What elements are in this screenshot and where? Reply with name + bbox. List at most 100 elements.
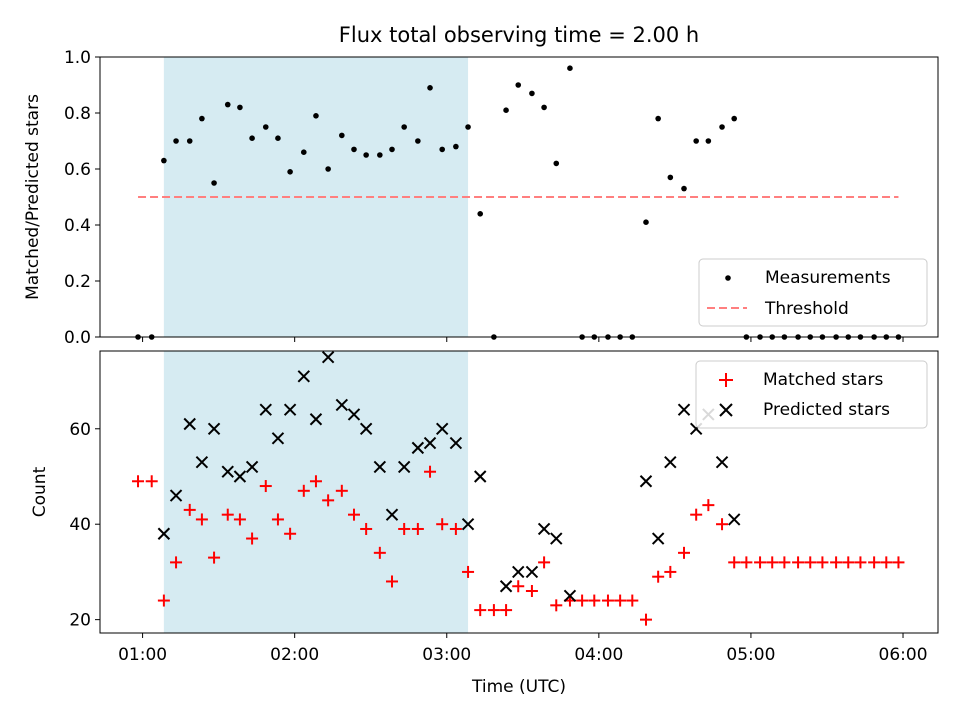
predicted-star-point (347, 408, 361, 421)
measurement-point (389, 146, 395, 153)
matched-star-point (754, 556, 767, 569)
predicted-star-point (283, 403, 297, 416)
measurement-point (161, 157, 167, 164)
bottom-y-tick-label: 40 (69, 515, 91, 535)
predicted-star-point (474, 470, 487, 483)
measurement-point (667, 174, 674, 181)
matched-star-point (132, 475, 145, 488)
x-tick-label: 04:00 (574, 645, 623, 665)
predicted-star-point (423, 436, 437, 450)
matched-star-point (588, 594, 601, 607)
measurement-point (401, 124, 407, 130)
legend-measurements-marker (725, 275, 731, 281)
measurement-point (249, 135, 255, 141)
measurement-point (693, 138, 699, 144)
measurement-point (515, 82, 522, 88)
measurement-point (453, 143, 459, 150)
matched-star-point (626, 594, 639, 607)
predicted-star-point (715, 455, 729, 469)
matched-star-point (601, 594, 614, 607)
predicted-star-point (435, 422, 449, 435)
legend-matched-marker (719, 373, 733, 387)
matched-star-point (804, 556, 817, 569)
matched-star-point (512, 580, 525, 593)
matched-star-point (271, 513, 284, 526)
measurement-point (363, 152, 369, 158)
measurement-point (325, 166, 331, 172)
matched-star-point (284, 527, 297, 540)
legend-predicted-marker (719, 403, 733, 417)
top-y-axis-label: Matched/Predicted stars (23, 94, 43, 300)
legend-measurements-label: Measurements (765, 268, 891, 288)
matched-star-point (892, 556, 905, 569)
predicted-star-point (385, 508, 399, 521)
predicted-star-point (651, 532, 665, 545)
matched-star-point (309, 475, 322, 488)
measurement-point (199, 115, 205, 122)
matched-star-point (550, 599, 563, 612)
measurement-point (186, 138, 193, 144)
predicted-star-point (525, 565, 539, 579)
top-y-tick-label: 0.4 (64, 216, 91, 236)
measurement-point (300, 149, 307, 155)
bottom-legend-box (695, 360, 928, 429)
predicted-star-point (195, 455, 209, 469)
matched-star-point (233, 513, 246, 526)
matched-star-point (398, 522, 411, 535)
x-tick-label: 02:00 (270, 645, 319, 665)
matched-star-point (664, 565, 677, 578)
predicted-star-point (550, 532, 563, 545)
matched-star-point (868, 556, 881, 569)
bottom-observing-window-span (163, 351, 469, 633)
matched-star-point (716, 518, 729, 531)
measurement-point (643, 219, 649, 225)
matched-star-point (525, 585, 538, 598)
x-tick-label: 06:00 (879, 645, 928, 665)
matched-star-point (347, 508, 360, 521)
top-y-tick-label: 0.8 (64, 104, 91, 124)
predicted-star-point (449, 436, 463, 450)
predicted-star-point (259, 403, 272, 416)
bottom-y-tick-label: 20 (69, 611, 91, 631)
top-y-tick-label: 0.6 (64, 160, 91, 180)
predicted-star-point (321, 350, 335, 364)
bottom-y-tick-label: 60 (69, 420, 91, 440)
matched-star-point (386, 575, 399, 588)
top-axes-frame (99, 56, 939, 338)
bottom-panel: 20 40 60 01:00 02:00 03:00 04:00 05:00 06:00 Co… (30, 350, 939, 697)
predicted-star-point (397, 460, 411, 474)
matched-star-point (728, 556, 741, 569)
matched-star-point (183, 503, 196, 516)
legend-matched-label: Matched stars (763, 370, 883, 390)
predicted-star-point (309, 413, 323, 426)
predicted-star-point (639, 475, 653, 488)
x-axis-label: Time (UTC) (471, 677, 566, 697)
predicted-star-point (245, 460, 259, 474)
matched-star-point (170, 556, 183, 569)
top-y-tick-label: 1.0 (64, 48, 91, 68)
matched-star-point (297, 484, 310, 497)
measurement-point (427, 85, 433, 91)
matched-star-point (449, 522, 462, 535)
measurement-point (224, 101, 231, 108)
matched-star-point (854, 556, 867, 569)
measurement-point (377, 152, 383, 158)
matched-star-point (259, 480, 272, 493)
predicted-star-point (169, 489, 183, 502)
measurement-point (173, 138, 179, 144)
matched-star-point (221, 508, 234, 521)
measurement-point (529, 90, 535, 97)
matched-star-point (614, 594, 627, 607)
x-tick-label: 03:00 (422, 645, 471, 665)
matched-star-point (538, 556, 551, 569)
matched-star-point (500, 604, 513, 617)
measurement-point (351, 146, 357, 153)
predicted-star-point (335, 398, 349, 412)
measurement-point (731, 115, 738, 122)
predicted-star-point (183, 417, 196, 431)
top-legend: Measurements Threshold (698, 258, 928, 327)
predicted-star-point (512, 565, 525, 579)
measurement-point (465, 124, 471, 130)
bottom-y-axis-label: Count (30, 466, 50, 517)
